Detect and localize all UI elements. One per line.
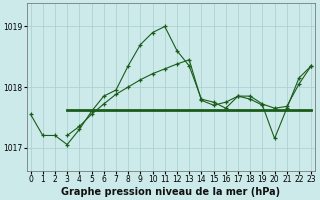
X-axis label: Graphe pression niveau de la mer (hPa): Graphe pression niveau de la mer (hPa) (61, 187, 280, 197)
